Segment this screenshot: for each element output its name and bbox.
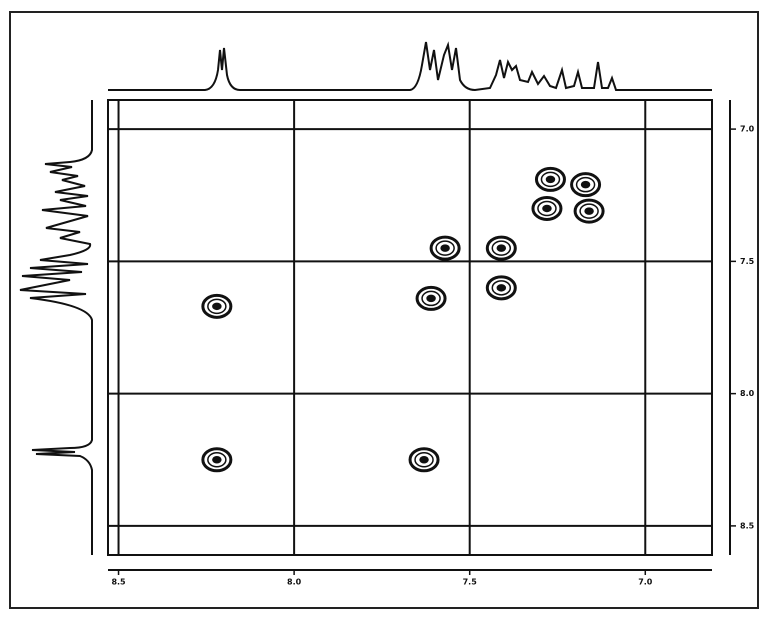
contour-peak [570,172,602,198]
contour-peak [212,302,222,311]
contour-peak [212,456,222,464]
contour-peak [207,452,227,468]
contour-peak [496,284,507,292]
contour-peak [421,290,441,307]
contour-peak [429,235,461,261]
contour-peak [537,200,557,217]
contour-peak [579,203,599,219]
contour-peak [580,180,591,189]
contour-peak [414,452,434,468]
contour-peak [207,298,227,315]
contour-peak [491,240,512,256]
x-tick-label: 8.5 [111,578,126,587]
contour-peak [415,285,447,311]
contour-peak [542,204,552,213]
x-tick-label: 8.0 [287,578,302,587]
contour-peak [201,293,233,319]
contour-peak [584,207,594,215]
contour-peak [573,198,605,224]
contour-peak [440,244,450,252]
contour-peak [419,456,429,464]
x-tick-label: 7.0 [638,578,653,587]
contour-peak [485,235,517,261]
contour-peak [531,195,563,221]
contour-peak [435,240,455,256]
contour-peak [534,166,566,192]
left-projection [19,100,93,555]
contour-peak [496,244,507,252]
contour-peak [491,280,512,296]
y-tick-label: 7.0 [740,125,755,134]
contour-peak [426,294,436,303]
top-projection [108,41,712,92]
y-tick-label: 7.5 [740,257,755,266]
y-tick-label: 8.5 [740,521,755,530]
contour-peak [545,175,556,184]
contour-peak [575,176,596,193]
frame [9,11,759,609]
contour-peak [408,447,440,473]
y-tick-label: 8.0 [740,389,755,398]
contour-peak [485,275,517,301]
plot-area [107,99,713,556]
x-tick-label: 7.5 [463,578,478,587]
contour-peak [540,171,561,188]
contour-peak [201,447,233,473]
